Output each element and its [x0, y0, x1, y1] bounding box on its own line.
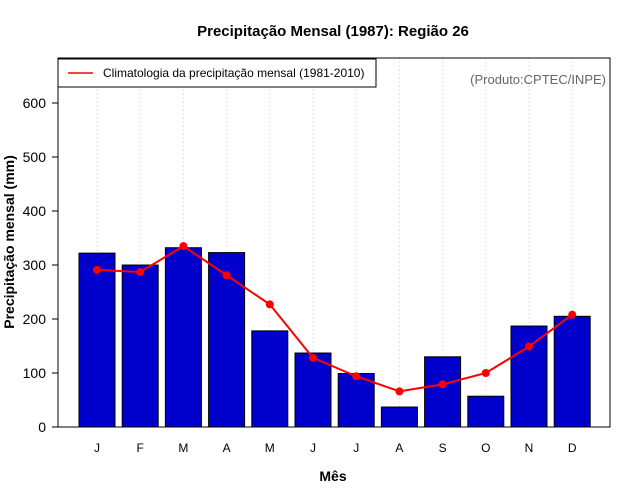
- legend-label: Climatologia da precipitação mensal (198…: [103, 66, 364, 80]
- climatology-point: [179, 242, 188, 251]
- y-tick-label: 600: [23, 95, 47, 111]
- bar: [208, 252, 246, 428]
- x-tick-label: N: [525, 441, 534, 455]
- climatology-point: [481, 369, 490, 377]
- source-annotation: (Produto:CPTEC/INPE): [470, 72, 606, 87]
- legend-box: [57, 58, 377, 88]
- bar: [78, 252, 116, 428]
- x-tick-label: S: [439, 441, 447, 455]
- x-tick-label: A: [223, 441, 231, 455]
- x-tick-label: O: [481, 441, 490, 455]
- y-tick-label: 0: [38, 419, 46, 435]
- plot-frame: [57, 57, 611, 428]
- climatology-point: [136, 268, 145, 277]
- climatology-point: [525, 342, 533, 351]
- bar: [251, 330, 289, 428]
- x-tick-label: A: [395, 441, 403, 455]
- bar: [164, 247, 202, 428]
- bar: [121, 264, 159, 428]
- y-tick-label: 100: [23, 365, 47, 381]
- y-axis-title: Precipitação mensal (mm): [1, 155, 17, 329]
- x-tick-label: D: [568, 441, 577, 455]
- climatology-series: [93, 242, 577, 396]
- climatology-point: [93, 265, 101, 274]
- chart-title: Precipitação Mensal (1987): Região 26: [197, 23, 469, 40]
- bar: [467, 395, 505, 428]
- climatology-point: [265, 300, 274, 309]
- legend: Climatologia da precipitação mensal (198…: [57, 58, 377, 88]
- y-tick-label: 500: [23, 149, 47, 165]
- x-tick-label: J: [353, 441, 359, 455]
- bar: [553, 315, 591, 428]
- climatology-point: [568, 310, 577, 319]
- bar: [510, 325, 548, 428]
- x-tick-label: M: [178, 441, 188, 455]
- x-tick-label: J: [94, 441, 100, 455]
- climatology-point: [309, 353, 317, 362]
- bar: [380, 406, 418, 428]
- y-tick-label: 300: [23, 257, 47, 273]
- climatology-point: [352, 372, 361, 381]
- climatology-point: [395, 387, 404, 396]
- y-axis: 0 100 200 300 400 500 600: [23, 95, 58, 435]
- bar: [424, 356, 462, 428]
- y-tick-label: 200: [23, 311, 47, 327]
- x-tick-label: F: [137, 441, 144, 455]
- climatology-point: [438, 380, 447, 389]
- climatology-line: [96, 244, 573, 393]
- y-tick-label: 400: [23, 203, 47, 219]
- climatology-point: [222, 271, 231, 280]
- x-axis-title: Mês: [319, 468, 346, 484]
- bar-series: [78, 247, 591, 428]
- x-tick-label: M: [265, 441, 275, 455]
- x-tick-label: J: [310, 441, 316, 455]
